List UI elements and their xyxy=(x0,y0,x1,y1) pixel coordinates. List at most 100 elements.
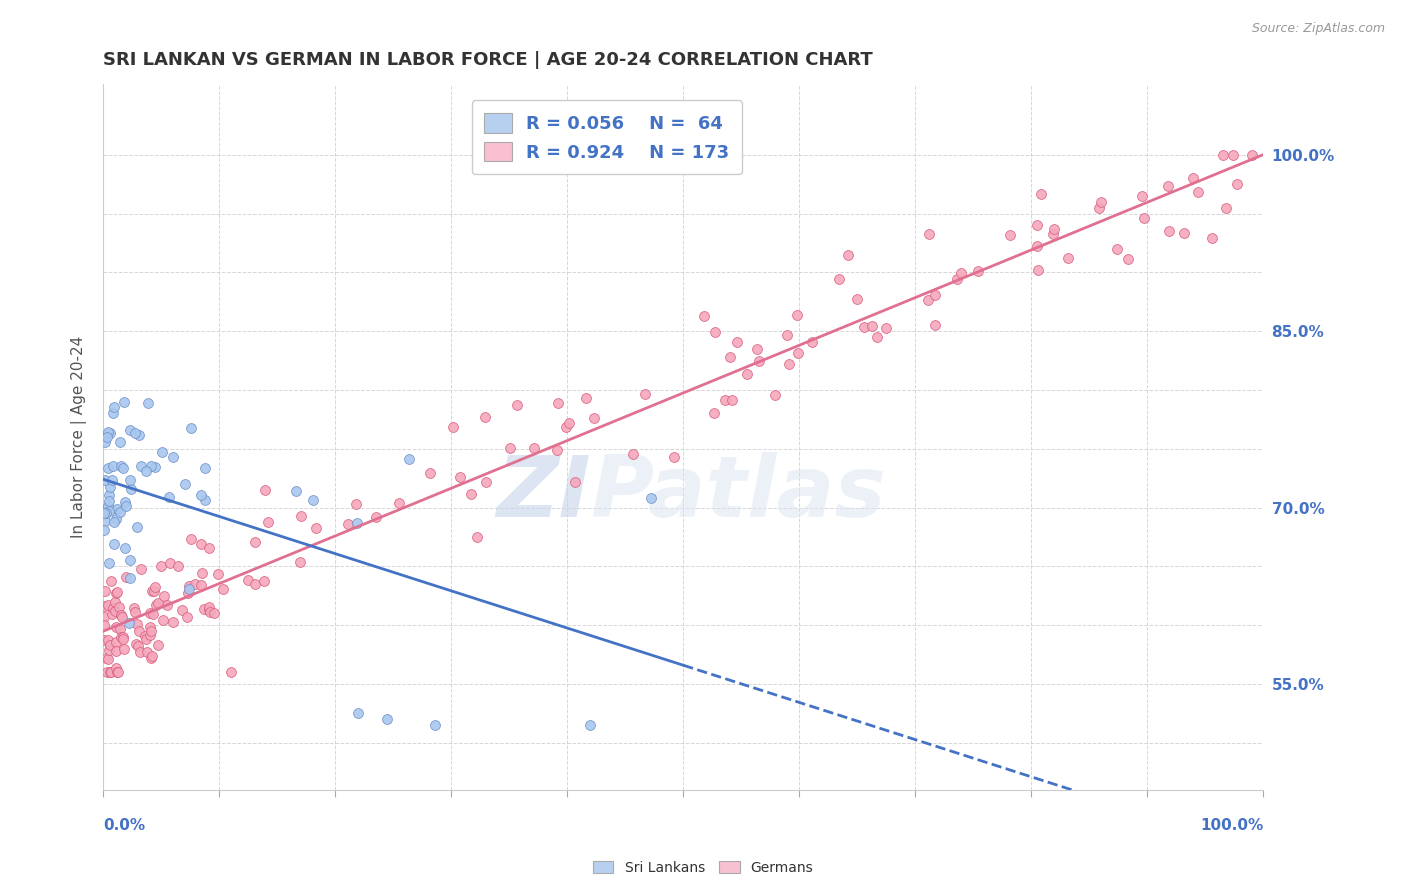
Point xyxy=(1159,224,1181,238)
Point xyxy=(735,367,758,381)
Text: Source: ZipAtlas.com: Source: ZipAtlas.com xyxy=(1251,22,1385,36)
Point xyxy=(98,503,121,517)
Point xyxy=(94,514,117,528)
Point xyxy=(506,398,529,412)
Point xyxy=(98,480,121,494)
Point xyxy=(150,559,173,574)
Point xyxy=(135,464,157,478)
Point xyxy=(145,598,167,612)
Point xyxy=(107,665,129,680)
Point xyxy=(419,466,441,480)
Point xyxy=(146,638,169,652)
Point xyxy=(118,423,141,437)
Point xyxy=(103,515,125,529)
Point xyxy=(703,406,725,420)
Point xyxy=(950,267,973,281)
Point xyxy=(128,624,150,638)
Point xyxy=(179,579,201,593)
Point xyxy=(128,428,150,442)
Point xyxy=(124,426,146,441)
Point xyxy=(114,495,136,509)
Point xyxy=(179,582,201,596)
Point xyxy=(100,638,122,652)
Point xyxy=(101,473,124,487)
Point xyxy=(127,639,149,653)
Point xyxy=(146,596,169,610)
Point xyxy=(118,552,141,566)
Point xyxy=(105,584,128,599)
Point xyxy=(253,574,276,589)
Point xyxy=(191,566,214,580)
Point xyxy=(1222,147,1244,161)
Point xyxy=(115,570,138,584)
Point xyxy=(304,521,326,535)
Point xyxy=(93,434,115,449)
Point xyxy=(108,504,131,518)
Point xyxy=(97,494,120,508)
Point xyxy=(245,535,267,549)
Point xyxy=(111,610,134,624)
Point xyxy=(1026,263,1049,277)
Point xyxy=(845,292,868,306)
Point xyxy=(139,607,162,621)
Point xyxy=(104,585,127,599)
Point xyxy=(197,602,219,616)
Point xyxy=(93,610,115,624)
Point xyxy=(114,641,136,656)
Point xyxy=(924,318,946,333)
Point xyxy=(170,603,193,617)
Point xyxy=(141,584,163,599)
Point xyxy=(104,660,127,674)
Point xyxy=(96,665,118,680)
Point xyxy=(1029,186,1052,201)
Point xyxy=(288,555,311,569)
Point xyxy=(640,491,662,505)
Point xyxy=(1156,179,1178,194)
Point xyxy=(129,562,152,576)
Point xyxy=(253,483,276,497)
Point xyxy=(124,605,146,619)
Point xyxy=(156,599,179,613)
Point xyxy=(105,620,128,634)
Point xyxy=(108,622,131,636)
Point xyxy=(221,665,243,680)
Point xyxy=(245,577,267,591)
Point xyxy=(634,387,657,401)
Point xyxy=(583,411,606,425)
Point xyxy=(574,391,596,405)
Point xyxy=(105,502,128,516)
Point xyxy=(200,605,222,619)
Point xyxy=(104,635,127,649)
Point xyxy=(763,388,786,402)
Point xyxy=(523,441,546,455)
Point xyxy=(97,425,120,439)
Point xyxy=(346,516,368,531)
Point xyxy=(112,460,135,475)
Point xyxy=(96,506,118,520)
Point xyxy=(499,441,522,455)
Point xyxy=(236,573,259,587)
Point xyxy=(290,508,312,523)
Point xyxy=(866,330,889,344)
Point xyxy=(1212,147,1234,161)
Point xyxy=(143,459,166,474)
Point xyxy=(96,430,118,444)
Point xyxy=(621,447,644,461)
Point xyxy=(139,458,162,473)
Point xyxy=(1181,170,1204,185)
Point xyxy=(157,490,180,504)
Point xyxy=(344,497,367,511)
Point xyxy=(718,350,741,364)
Point xyxy=(93,632,115,647)
Point xyxy=(190,578,212,592)
Point xyxy=(129,644,152,658)
Point xyxy=(917,293,939,308)
Point xyxy=(1225,177,1247,191)
Point xyxy=(875,321,897,335)
Point xyxy=(159,557,181,571)
Point xyxy=(546,443,568,458)
Point xyxy=(98,488,121,502)
Point xyxy=(112,632,135,647)
Point xyxy=(114,541,136,556)
Point xyxy=(141,648,163,663)
